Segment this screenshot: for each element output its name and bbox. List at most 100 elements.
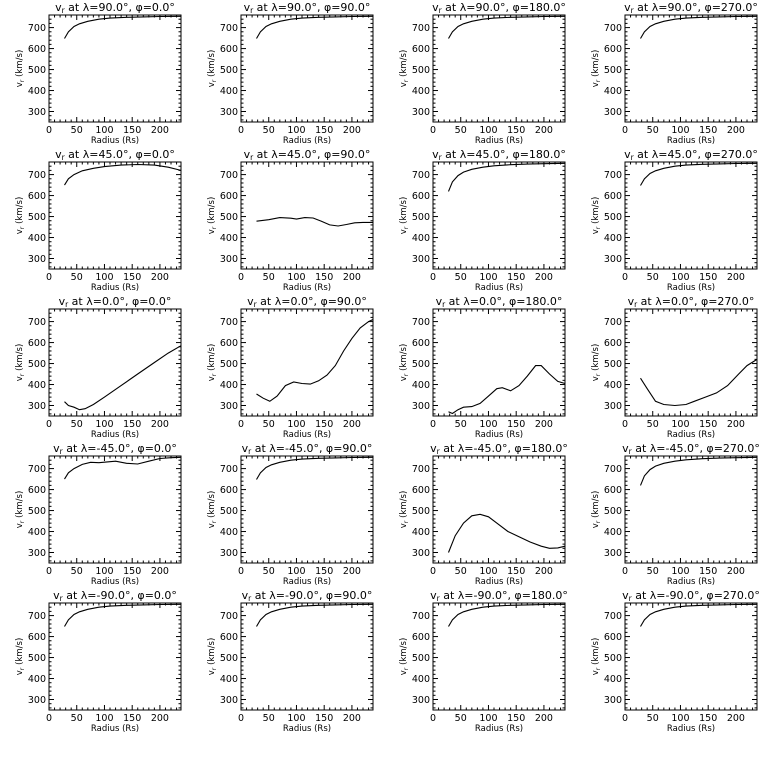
series-line xyxy=(640,358,758,407)
y-tick-label: 700 xyxy=(412,170,430,181)
subplot-title: vr at λ=-90.0°, φ=0.0° xyxy=(53,589,177,603)
x-tick-label: 150 xyxy=(699,713,717,724)
plot-frame xyxy=(48,455,182,564)
y-axis-label: vr (km/s) xyxy=(15,197,26,235)
y-tick-label: 300 xyxy=(220,254,238,265)
x-tick-label: 0 xyxy=(238,713,244,724)
subplot-title: vr at λ=0.0°, φ=0.0° xyxy=(59,295,172,309)
y-tick-label: 300 xyxy=(604,401,622,412)
plot-frame xyxy=(240,161,374,270)
y-axis-label: vr (km/s) xyxy=(591,50,602,88)
plot-frame xyxy=(48,308,182,417)
y-axis-label: vr (km/s) xyxy=(399,50,410,88)
x-tick-label: 100 xyxy=(287,566,305,577)
y-tick-label: 300 xyxy=(412,548,430,559)
x-tick-label: 0 xyxy=(430,125,436,136)
subplot-12: vr at λ=-45.0°, φ=0.0° 0 50 100 150 200 300 400… xyxy=(15,442,182,587)
series-line xyxy=(256,319,374,402)
x-tick-label: 150 xyxy=(315,713,333,724)
x-tick-label: 0 xyxy=(622,713,628,724)
x-tick-label: 200 xyxy=(535,419,553,430)
y-axis-label: vr (km/s) xyxy=(15,491,26,529)
x-tick-label: 200 xyxy=(535,713,553,724)
y-tick-label: 500 xyxy=(604,65,622,76)
x-tick-label: 50 xyxy=(71,125,83,136)
y-tick-label: 600 xyxy=(604,191,622,202)
x-tick-label: 200 xyxy=(727,125,745,136)
y-tick-label: 500 xyxy=(604,359,622,370)
plot-frame xyxy=(624,602,758,711)
series-line xyxy=(640,603,758,627)
subplot-title: vr at λ=90.0°, φ=0.0° xyxy=(55,1,175,15)
subplot-title: vr at λ=-45.0°, φ=0.0° xyxy=(53,442,177,456)
y-tick-label: 400 xyxy=(28,86,46,97)
x-tick-label: 50 xyxy=(647,419,659,430)
x-axis-label: Radius (Rs) xyxy=(283,430,331,440)
subplot-title: vr at λ=90.0°, φ=270.0° xyxy=(624,1,758,15)
y-tick-label: 600 xyxy=(220,191,238,202)
y-tick-label: 300 xyxy=(28,695,46,706)
y-tick-label: 700 xyxy=(604,611,622,622)
y-tick-label: 600 xyxy=(412,485,430,496)
x-tick-label: 150 xyxy=(507,566,525,577)
x-tick-label: 100 xyxy=(95,419,113,430)
y-tick-label: 500 xyxy=(412,65,430,76)
y-tick-label: 500 xyxy=(412,653,430,664)
subplot-title: vr at λ=-90.0°, φ=90.0° xyxy=(242,589,373,603)
y-tick-label: 500 xyxy=(604,212,622,223)
y-tick-label: 500 xyxy=(604,653,622,664)
y-tick-label: 700 xyxy=(412,317,430,328)
x-axis-label: Radius (Rs) xyxy=(91,430,139,440)
plot-frame xyxy=(624,161,758,270)
y-tick-label: 700 xyxy=(220,317,238,328)
y-tick-label: 600 xyxy=(28,44,46,55)
y-tick-label: 400 xyxy=(220,674,238,685)
x-tick-label: 0 xyxy=(622,566,628,577)
x-tick-label: 150 xyxy=(123,125,141,136)
y-tick-label: 300 xyxy=(412,107,430,118)
x-tick-label: 0 xyxy=(238,125,244,136)
y-tick-label: 300 xyxy=(604,548,622,559)
subplot-4: vr at λ=45.0°, φ=0.0° 0 50 100 150 200 300 400 5… xyxy=(15,148,182,293)
x-tick-label: 100 xyxy=(671,419,689,430)
x-tick-label: 150 xyxy=(123,566,141,577)
y-tick-label: 300 xyxy=(604,107,622,118)
x-tick-label: 50 xyxy=(71,566,83,577)
y-tick-label: 300 xyxy=(28,254,46,265)
y-axis-label: vr (km/s) xyxy=(207,197,218,235)
y-tick-label: 500 xyxy=(28,653,46,664)
series-line xyxy=(64,345,182,411)
plot-frame xyxy=(432,308,566,417)
x-tick-label: 100 xyxy=(287,125,305,136)
y-tick-label: 500 xyxy=(220,212,238,223)
x-axis-label: Radius (Rs) xyxy=(667,430,715,440)
x-tick-label: 150 xyxy=(699,125,717,136)
x-tick-label: 50 xyxy=(71,272,83,283)
plot-frame xyxy=(240,308,374,417)
series-line xyxy=(256,15,374,39)
series-line xyxy=(640,162,758,186)
x-axis-label: Radius (Rs) xyxy=(667,136,715,146)
y-tick-label: 500 xyxy=(220,506,238,517)
y-tick-label: 500 xyxy=(412,506,430,517)
subplot-title: vr at λ=45.0°, φ=90.0° xyxy=(244,148,371,162)
y-tick-label: 600 xyxy=(220,44,238,55)
y-axis-label: vr (km/s) xyxy=(207,638,218,676)
series-line xyxy=(448,15,566,39)
series-line xyxy=(640,15,758,39)
x-tick-label: 200 xyxy=(535,566,553,577)
y-tick-label: 400 xyxy=(220,86,238,97)
x-tick-label: 100 xyxy=(479,419,497,430)
y-tick-label: 300 xyxy=(412,254,430,265)
y-tick-label: 400 xyxy=(220,380,238,391)
y-tick-label: 500 xyxy=(28,65,46,76)
x-tick-label: 100 xyxy=(479,566,497,577)
y-tick-label: 500 xyxy=(220,359,238,370)
plot-frame xyxy=(48,161,182,270)
x-tick-label: 200 xyxy=(343,125,361,136)
y-tick-label: 700 xyxy=(28,170,46,181)
x-tick-label: 150 xyxy=(315,125,333,136)
plot-frame xyxy=(624,308,758,417)
y-tick-label: 600 xyxy=(220,632,238,643)
x-tick-label: 200 xyxy=(343,713,361,724)
